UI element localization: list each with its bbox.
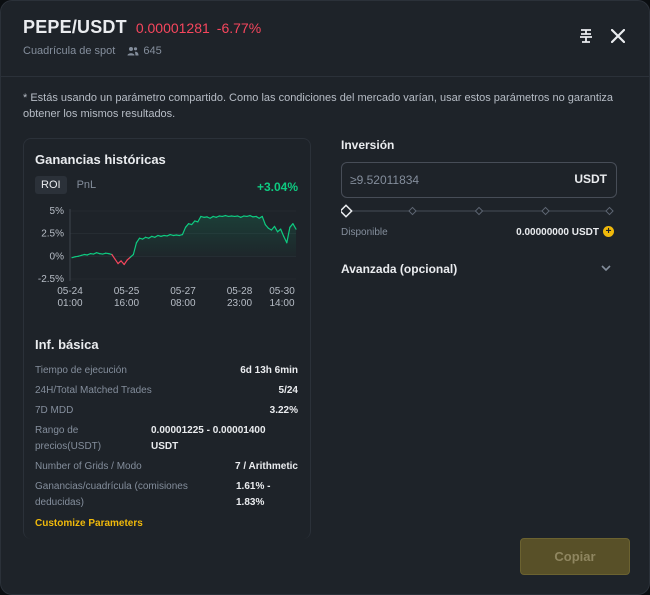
info-value: 6d 13h 6min (240, 365, 298, 376)
slider-handle[interactable] (341, 204, 353, 218)
basic-info-title: Inf. básica (35, 337, 99, 352)
info-label: Number of Grids / Modo (35, 461, 142, 472)
x-tick-label: 23:00 (227, 298, 252, 309)
advanced-options-toggle[interactable]: Avanzada (opcional) (341, 262, 615, 276)
roi-line-segment (181, 226, 187, 236)
roi-line-segment (135, 237, 141, 244)
slider-mark[interactable] (605, 206, 614, 216)
info-label: Ganancias/cuadrícula (comisiones (35, 481, 188, 492)
roi-value: +3.04% (256, 180, 298, 194)
chart-tabs: ROI PnL (35, 176, 106, 194)
roi-line-segment (114, 258, 119, 265)
roi-line-segment (261, 215, 266, 226)
x-tick-label: 08:00 (170, 298, 195, 309)
investment-slider[interactable] (341, 203, 615, 219)
roi-line-segment (270, 225, 276, 231)
users-icon (127, 47, 139, 56)
roi-line-segment (111, 253, 116, 260)
investment-label: Inversión (341, 138, 395, 152)
roi-line-segment (289, 223, 294, 228)
y-tick-label: 5% (50, 206, 65, 217)
investment-input[interactable]: ≥9.52011834 USDT (341, 162, 617, 198)
investment-placeholder: ≥9.52011834 (350, 173, 420, 187)
x-tick-label: 01:00 (57, 298, 82, 309)
info-row-profit-per-grid: Ganancias/cuadrícula (comisiones deducid… (35, 479, 298, 513)
available-balance: Disponible 0.00000000 USDT + (341, 226, 615, 238)
x-tick-label: 16:00 (114, 298, 139, 309)
investment-panel: Inversión ≥9.52011834 USDT Disponible 0.… (341, 138, 619, 276)
users-count: 645 (127, 45, 162, 57)
modal-header: PEPE/USDT 0.00001281 -6.77% Cuadrícula d… (23, 17, 627, 61)
roi-line-segment (191, 220, 196, 226)
roi-line-segment (126, 256, 131, 261)
slider-mark[interactable] (541, 206, 550, 216)
info-label: 7D MDD (35, 405, 74, 416)
roi-line-segment (276, 228, 282, 233)
tab-roi[interactable]: ROI (35, 176, 67, 194)
investment-unit: USDT (574, 172, 607, 186)
roi-line-segment (184, 223, 190, 228)
y-tick-label: -2.5% (38, 274, 64, 285)
roi-line-segment (197, 215, 202, 223)
info-value: 1.83% (236, 497, 265, 508)
plot-area (71, 214, 297, 266)
x-tick-label: 05-28 (227, 286, 253, 297)
roi-line-segment (292, 223, 297, 230)
roi-line-segment (280, 228, 285, 237)
shared-parameter-notice: * Estás usando un parámetro compartido. … (23, 92, 614, 120)
chevron-down-icon (601, 265, 611, 272)
roi-line-segment (264, 224, 269, 229)
slider-mark[interactable] (408, 206, 417, 216)
price-change: -6.77% (216, 20, 262, 36)
close-icon[interactable] (609, 27, 627, 45)
roi-line-segment (120, 260, 125, 266)
roi-line-segment (132, 242, 138, 256)
add-funds-icon[interactable]: + (603, 226, 614, 237)
roi-line-segment (283, 235, 288, 244)
pair-title: PEPE/USDT (23, 17, 127, 37)
available-value: 0.00000000 USDT (516, 227, 599, 238)
info-label: Tiempo de ejecución (35, 365, 127, 376)
roi-line-segment (129, 253, 134, 258)
info-value: 5/24 (278, 385, 298, 396)
info-value: 1.61% - (236, 481, 271, 492)
strategy-type: Cuadrícula de spot (23, 45, 116, 57)
last-price: 0.00001281 (135, 20, 210, 36)
roi-line-segment (117, 260, 122, 265)
language-icon[interactable] (577, 27, 595, 45)
info-label: deducidas) (35, 497, 84, 508)
info-label: Rango de (35, 425, 79, 436)
roi-area (72, 215, 296, 257)
info-value: USDT (151, 441, 179, 452)
info-value: 0.00001225 - 0.00001400 (151, 425, 266, 436)
info-label: 24H/Total Matched Trades (35, 385, 152, 396)
header-divider (1, 76, 649, 77)
copy-button[interactable]: Copiar (520, 538, 630, 575)
info-label: precios(USDT) (35, 441, 102, 452)
x-tick-label: 05-24 (57, 286, 83, 297)
advanced-label: Avanzada (opcional) (341, 262, 458, 276)
strategy-details-panel: Ganancias históricas ROI PnL +3.04% 5% 2.… (23, 138, 311, 539)
x-tick-label: 05-27 (170, 286, 196, 297)
info-value: 3.22% (269, 405, 298, 416)
y-tick-label: 2.5% (41, 229, 64, 240)
info-row-price-range: Rango de precios(USDT) 0.00001225 - 0.00… (35, 423, 298, 457)
roi-line-segment (123, 259, 128, 266)
x-tick-label: 14:00 (269, 298, 294, 309)
available-label: Disponible (341, 227, 388, 238)
history-title: Ganancias históricas (35, 152, 166, 167)
roi-line-segment (273, 225, 279, 233)
slider-mark[interactable] (474, 206, 484, 216)
roi-chart: 5%2.5%0%-2.5% 05-2401:0005-2516:0005-270… (38, 206, 297, 309)
roi-line-segment (286, 226, 291, 244)
users-count-value: 645 (143, 45, 162, 57)
x-tick-label: 05-25 (114, 286, 140, 297)
y-tick-label: 0% (50, 251, 65, 262)
info-value: 7 / Arithmetic (235, 461, 298, 472)
tab-pnl[interactable]: PnL (76, 179, 97, 191)
x-tick-label: 05-30 (269, 286, 295, 297)
customize-parameters-link[interactable]: Customize Parameters (35, 518, 143, 529)
